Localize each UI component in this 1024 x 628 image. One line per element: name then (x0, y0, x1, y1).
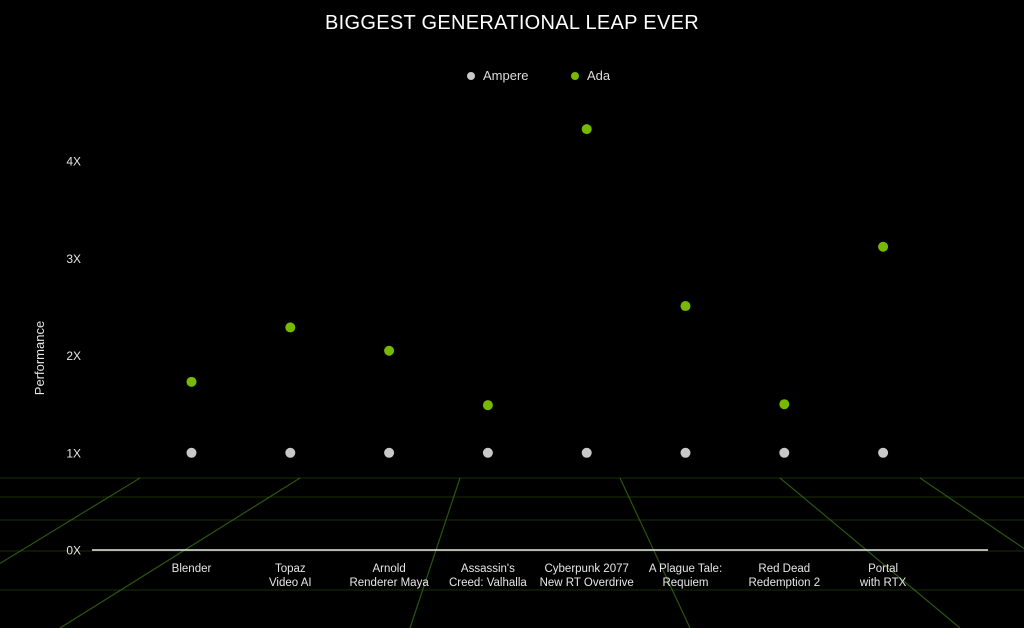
x-tick-label: Assassin's Creed: Valhalla (449, 563, 527, 589)
floor-grid-line (409, 477, 461, 628)
ampere-point (581, 447, 592, 458)
ampere-point (384, 447, 395, 458)
ampere-point (285, 447, 296, 458)
y-tick-label: 4X (66, 155, 81, 169)
legend-label-ampere: Ampere (483, 68, 529, 83)
x-tick-label: Topaz Video AI (269, 563, 312, 589)
legend-item-ada: Ada (571, 68, 610, 83)
ampere-point (878, 447, 889, 458)
y-tick-label: 3X (66, 252, 81, 266)
ada-point (581, 124, 592, 135)
legend-item-ampere: Ampere (467, 68, 529, 83)
y-tick-label: 2X (66, 349, 81, 363)
ada-point (285, 322, 296, 333)
x-tick-label: Arnold Renderer Maya (349, 563, 429, 589)
x-tick-label: Blender (172, 563, 212, 575)
x-tick-label: A Plague Tale: Requiem (649, 563, 722, 589)
ampere-point (186, 447, 197, 458)
floor-grid-line (919, 477, 1024, 550)
y-tick-label: 0X (66, 544, 81, 558)
x-tick-label: Cyberpunk 2077 New RT Overdrive (540, 563, 634, 589)
chart-title: BIGGEST GENERATIONAL LEAP EVER (325, 12, 699, 34)
floor-grid-line (0, 477, 141, 565)
legend-label-ada: Ada (587, 68, 611, 83)
ada-point (186, 376, 197, 387)
legend-dot-ada (571, 71, 579, 80)
ada-point (384, 345, 395, 356)
x-tick-label: Red Dead Redemption 2 (748, 563, 820, 589)
ada-point (482, 400, 493, 411)
y-tick-label: 1X (66, 446, 81, 460)
ampere-point (482, 447, 493, 458)
floor-grid (0, 477, 1024, 628)
ampere-point (779, 447, 790, 458)
ada-point (878, 241, 889, 252)
ampere-point (680, 447, 691, 458)
y-axis-label: Performance (32, 321, 47, 395)
legend-dot-ampere (467, 71, 475, 80)
floor-grid-line (59, 477, 301, 628)
floor-grid-line (779, 477, 961, 628)
x-tick-label: Portal with RTX (859, 563, 907, 589)
ada-point (779, 399, 790, 410)
floor-grid-line (619, 477, 691, 628)
ada-point (680, 301, 691, 312)
legend: Ampere Ada (0, 68, 1024, 86)
